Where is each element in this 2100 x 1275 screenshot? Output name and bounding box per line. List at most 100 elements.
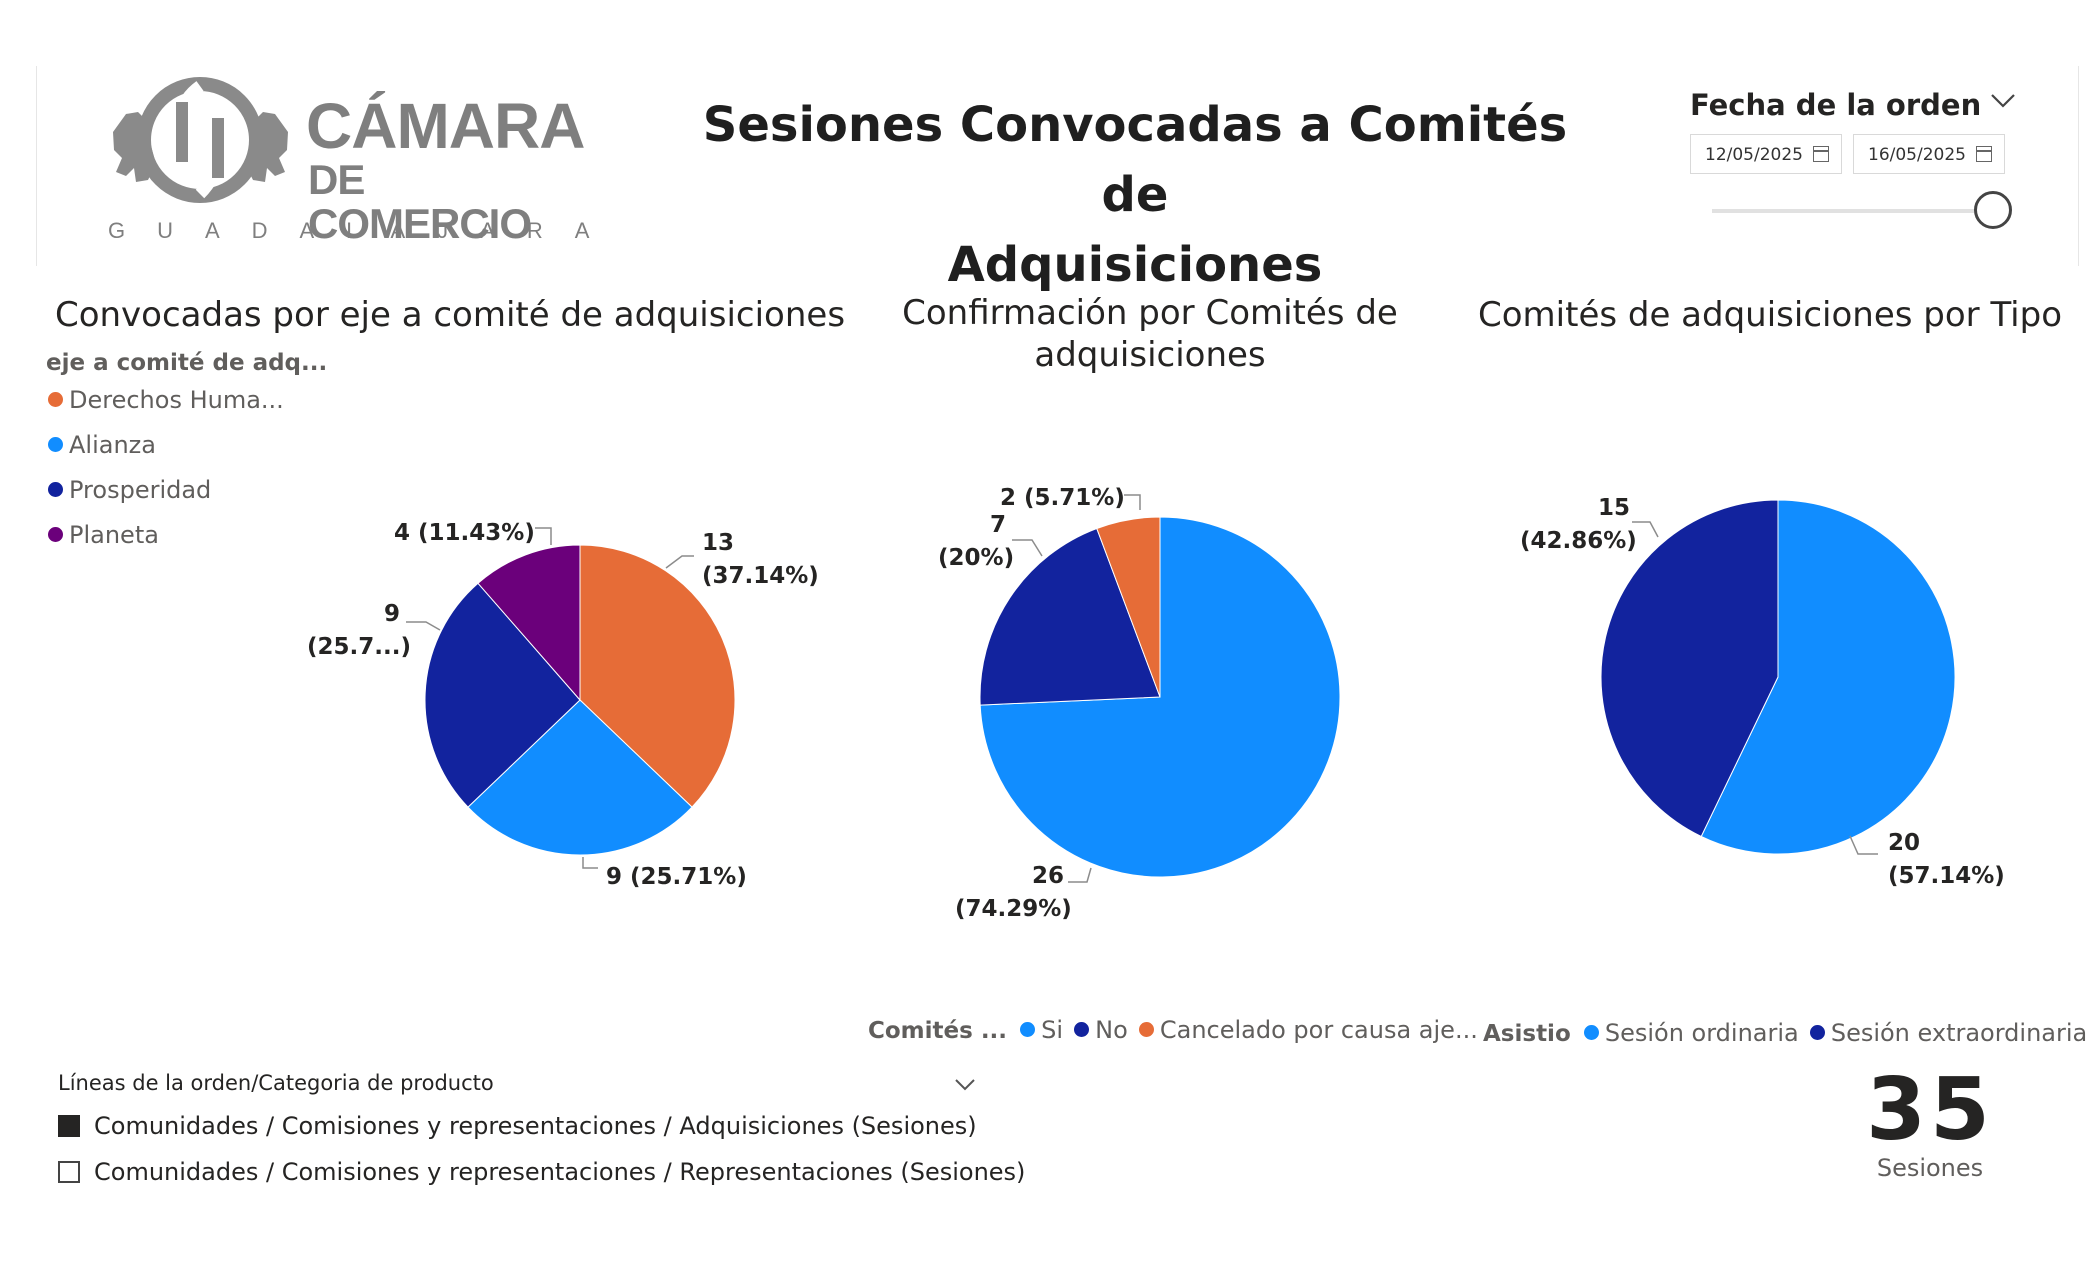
legend-dot bbox=[48, 437, 63, 452]
pie-slice-prosperidad[interactable] bbox=[424, 582, 581, 808]
legend-label: Alianza bbox=[69, 431, 156, 459]
leader-line bbox=[535, 527, 552, 545]
end-date-input[interactable]: 16/05/2025 bbox=[1853, 134, 2005, 174]
filter-option-label: Comunidades / Comisiones y representacio… bbox=[94, 1158, 1026, 1186]
pie-slice-derechos-huma[interactable] bbox=[579, 544, 736, 808]
legend-label: Sesión extraordinaria bbox=[1830, 1019, 2088, 1047]
chart2-legend: Comités ... Si No Cancelado por causa aj… bbox=[868, 1016, 1478, 1044]
leader-line bbox=[1849, 835, 1878, 855]
kpi-card: 35 Sesiones bbox=[1820, 1060, 2040, 1182]
start-date-value: 12/05/2025 bbox=[1705, 145, 1803, 165]
data-label: (74.29%) bbox=[955, 896, 1072, 922]
data-label: 9 (25.71%) bbox=[606, 864, 747, 890]
leader-line bbox=[1124, 494, 1141, 510]
leader-line bbox=[665, 555, 694, 569]
legend-item[interactable]: Planeta bbox=[48, 521, 284, 566]
date-range-track[interactable] bbox=[1712, 209, 1994, 213]
start-date-input[interactable]: 12/05/2025 bbox=[1690, 134, 1842, 174]
chart2-legend-title: Comités ... bbox=[868, 1018, 1008, 1044]
frame-left bbox=[36, 66, 37, 266]
data-label: (57.14%) bbox=[1888, 863, 2005, 889]
checkbox-unchecked[interactable] bbox=[58, 1161, 80, 1183]
data-label: 4 (11.43%) bbox=[394, 520, 535, 546]
camara-logo: CÁMARA DE COMERCIO GUADALAJARA bbox=[108, 72, 589, 252]
date-range-handle[interactable] bbox=[1974, 191, 2012, 229]
legend-label: Derechos Huma... bbox=[69, 386, 284, 414]
leader-line bbox=[1068, 867, 1092, 883]
logo-line1: CÁMARA bbox=[306, 90, 585, 162]
calendar-icon[interactable] bbox=[1976, 146, 1992, 162]
date-slicer: Fecha de la orden 12/05/2025 16/05/2025 bbox=[1690, 80, 2020, 240]
chevron-down-icon[interactable] bbox=[954, 1078, 976, 1092]
leader-line bbox=[582, 857, 598, 869]
legend-label: Prosperidad bbox=[69, 476, 212, 504]
pie-slice-alianza[interactable] bbox=[467, 699, 693, 856]
data-labels: 13 (37.14%) 9 (25.71%) 9 (25.7...) 4 (11… bbox=[307, 485, 2005, 922]
chart3-title: Comités de adquisiciones por Tipo bbox=[1478, 295, 2062, 335]
chart2-title: Confirmación por Comités de adquisiciones bbox=[902, 293, 1398, 375]
legend-item[interactable]: No bbox=[1074, 1016, 1128, 1044]
legend-item[interactable]: Si bbox=[1020, 1016, 1063, 1044]
legend-label: Si bbox=[1041, 1016, 1064, 1044]
legend-dot bbox=[48, 527, 63, 542]
legend-item[interactable]: Prosperidad bbox=[48, 476, 284, 521]
chart3-legend-title: Asistio bbox=[1483, 1021, 1571, 1047]
data-label: 20 bbox=[1888, 830, 1920, 856]
pie-chart-1 bbox=[424, 544, 736, 856]
pie-slice-sesión-extraordinaria[interactable] bbox=[1600, 499, 1779, 838]
filter-option[interactable]: Comunidades / Comisiones y representacio… bbox=[58, 1112, 977, 1140]
pie-slice-planeta[interactable] bbox=[477, 544, 581, 702]
pie-slice-sesión-ordinaria[interactable] bbox=[1700, 499, 1956, 855]
data-label: (37.14%) bbox=[702, 563, 819, 589]
legend-label: No bbox=[1095, 1016, 1128, 1044]
legend-dot bbox=[1138, 1022, 1154, 1037]
end-date-value: 16/05/2025 bbox=[1868, 145, 1966, 165]
pie-chart-3 bbox=[1600, 499, 1956, 855]
page-title: Sesiones Convocadas a Comités de Adquisic… bbox=[702, 97, 1568, 293]
date-slicer-title: Fecha de la orden bbox=[1690, 88, 1982, 122]
filter-option[interactable]: Comunidades / Comisiones y representacio… bbox=[58, 1158, 1025, 1186]
pie-slice-cancelado-por-causa-aje[interactable] bbox=[1096, 516, 1161, 698]
chevron-down-icon[interactable] bbox=[1990, 92, 2016, 110]
kpi-value: 35 bbox=[1866, 1060, 1994, 1160]
legend-label: Sesión ordinaria bbox=[1604, 1019, 1799, 1047]
legend-item[interactable]: Sesión ordinaria bbox=[1583, 1019, 1799, 1047]
legend-item[interactable]: Cancelado por causa aje... bbox=[1138, 1016, 1478, 1044]
leader-line bbox=[406, 621, 441, 631]
data-label: 15 bbox=[1598, 495, 1630, 521]
legend-item[interactable]: Derechos Huma... bbox=[48, 386, 284, 431]
filter-option-label: Comunidades / Comisiones y representacio… bbox=[94, 1112, 977, 1140]
legend-dot bbox=[1074, 1022, 1090, 1037]
category-filter-title: Líneas de la orden/Categoria de producto bbox=[58, 1071, 494, 1095]
chart1-legend-title: eje a comité de adq... bbox=[46, 350, 328, 376]
checkbox-checked[interactable] bbox=[58, 1115, 80, 1137]
data-label: (20%) bbox=[938, 545, 1014, 571]
legend-dot bbox=[48, 482, 63, 497]
data-label: 7 bbox=[990, 512, 1006, 538]
frame-right bbox=[2078, 66, 2079, 266]
legend-dot bbox=[1583, 1025, 1599, 1040]
leader-lines bbox=[406, 494, 1878, 883]
calendar-icon[interactable] bbox=[1813, 146, 1829, 162]
data-label: 9 bbox=[384, 601, 400, 627]
chart1-legend: Derechos Huma... Alianza Prosperidad Pla… bbox=[48, 386, 284, 566]
pie-chart-2 bbox=[979, 516, 1341, 878]
pie-slice-no[interactable] bbox=[979, 527, 1161, 706]
legend-dot bbox=[48, 392, 63, 407]
data-label: 26 bbox=[1032, 863, 1064, 889]
logo-line2: DE COMERCIO bbox=[308, 156, 532, 247]
data-label: 13 bbox=[702, 530, 734, 556]
data-label: (42.86%) bbox=[1520, 528, 1637, 554]
legend-label: Cancelado por causa aje... bbox=[1159, 1016, 1478, 1044]
chart3-legend: Asistio Sesión ordinaria Sesión extraord… bbox=[1483, 1019, 2087, 1047]
kpi-label: Sesiones bbox=[1876, 1154, 1984, 1182]
legend-dot bbox=[1809, 1025, 1825, 1040]
legend-item[interactable]: Alianza bbox=[48, 431, 284, 476]
data-label: 2 (5.71%) bbox=[1000, 485, 1125, 511]
legend-item[interactable]: Sesión extraordinaria bbox=[1809, 1019, 2088, 1047]
legend-label: Planeta bbox=[69, 521, 159, 549]
category-filter: Líneas de la orden/Categoria de producto… bbox=[58, 1068, 1025, 1198]
data-label: (25.7...) bbox=[307, 634, 411, 660]
leader-line bbox=[1012, 539, 1043, 557]
